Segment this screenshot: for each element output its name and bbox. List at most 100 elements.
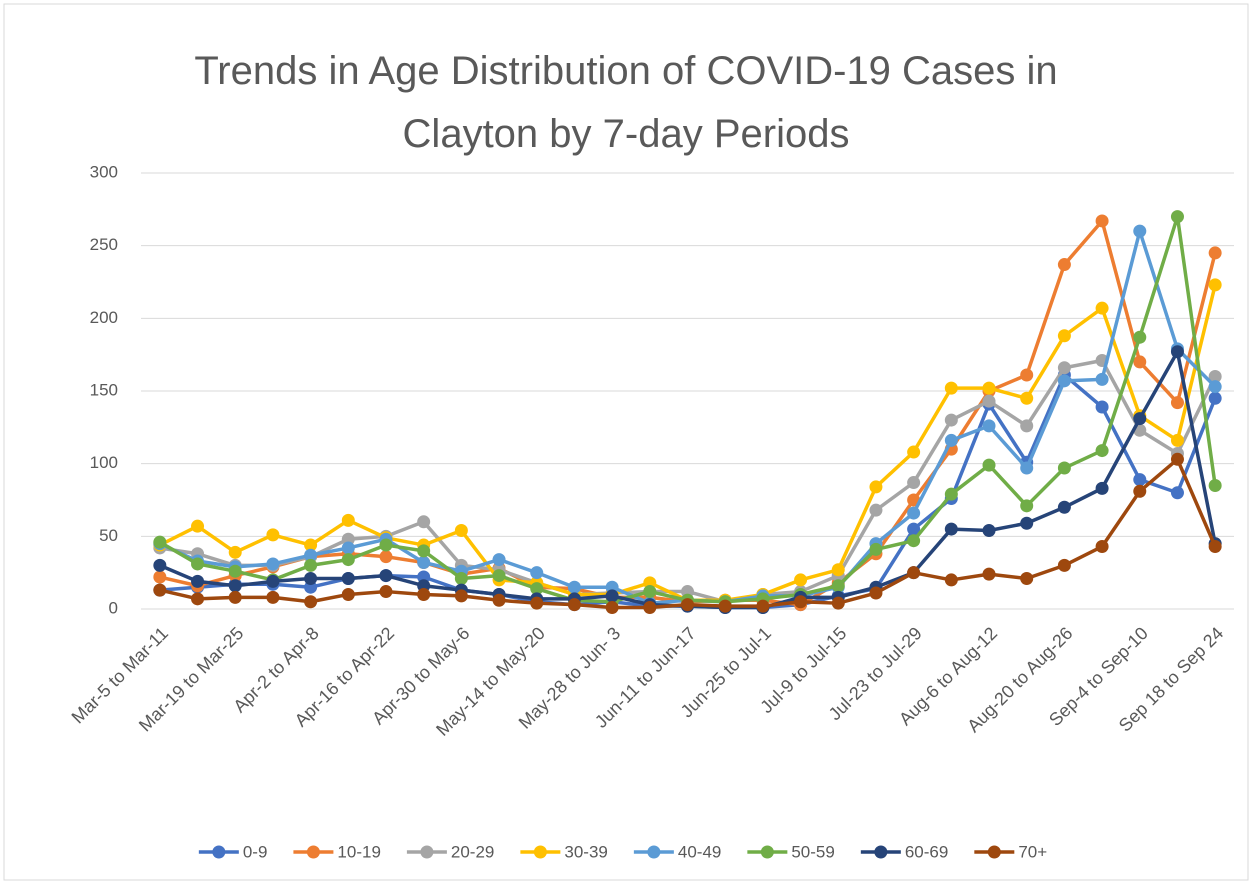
data-point xyxy=(153,558,167,572)
data-point xyxy=(831,579,845,593)
data-point xyxy=(1208,391,1222,405)
data-point xyxy=(907,522,921,536)
data-point xyxy=(944,413,958,427)
data-point xyxy=(417,515,431,529)
data-point xyxy=(304,538,318,552)
data-point xyxy=(379,569,393,583)
data-point xyxy=(1133,473,1147,487)
legend-marker xyxy=(420,845,434,859)
data-point xyxy=(153,583,167,597)
data-point xyxy=(191,519,205,533)
y-tick-label: 200 xyxy=(90,308,118,327)
data-point xyxy=(341,553,355,567)
y-tick-label: 250 xyxy=(90,235,118,254)
data-point xyxy=(869,503,883,517)
data-point xyxy=(341,587,355,601)
data-point xyxy=(1208,278,1222,292)
data-point xyxy=(982,394,996,408)
data-point xyxy=(567,580,581,594)
data-point xyxy=(1133,412,1147,426)
legend-marker xyxy=(874,845,888,859)
data-point xyxy=(794,595,808,609)
data-point xyxy=(153,535,167,549)
data-point xyxy=(1095,214,1109,228)
data-point xyxy=(1133,330,1147,344)
data-point xyxy=(1057,258,1071,272)
legend-marker xyxy=(647,845,661,859)
data-point xyxy=(1208,246,1222,260)
data-point xyxy=(794,573,808,587)
data-point xyxy=(869,542,883,556)
legend-label: 60-69 xyxy=(905,842,948,861)
data-point xyxy=(1133,484,1147,498)
data-point xyxy=(605,601,619,615)
legend-label: 50-59 xyxy=(791,842,834,861)
y-tick-label: 50 xyxy=(99,526,118,545)
data-point xyxy=(379,550,393,564)
data-point xyxy=(1057,500,1071,514)
data-point xyxy=(831,563,845,577)
data-point xyxy=(530,566,544,580)
data-point xyxy=(643,585,657,599)
data-point xyxy=(454,524,468,538)
data-point xyxy=(1095,301,1109,315)
data-point xyxy=(1020,461,1034,475)
data-point xyxy=(1133,224,1147,238)
legend-item: 40-49 xyxy=(633,842,721,861)
data-point xyxy=(492,553,506,567)
data-point xyxy=(1133,355,1147,369)
y-tick-label: 150 xyxy=(90,380,118,399)
data-point xyxy=(191,592,205,606)
legend-label: 40-49 xyxy=(678,842,721,861)
legend-marker xyxy=(533,845,547,859)
data-point xyxy=(944,522,958,536)
data-point xyxy=(718,599,732,613)
data-point xyxy=(1020,368,1034,382)
data-point xyxy=(944,433,958,447)
data-point xyxy=(907,506,921,520)
data-point xyxy=(982,381,996,395)
data-point xyxy=(1208,380,1222,394)
data-point xyxy=(643,601,657,615)
data-point xyxy=(907,445,921,459)
data-point xyxy=(869,480,883,494)
y-tick-label: 0 xyxy=(109,598,118,617)
data-point xyxy=(944,381,958,395)
data-point xyxy=(266,590,280,604)
data-point xyxy=(1095,444,1109,458)
data-point xyxy=(454,571,468,585)
legend-label: 20-29 xyxy=(451,842,494,861)
data-point xyxy=(1208,478,1222,492)
data-point xyxy=(341,571,355,585)
legend-marker xyxy=(987,845,1001,859)
data-point xyxy=(492,593,506,607)
data-point xyxy=(417,555,431,569)
data-point xyxy=(153,570,167,584)
data-point xyxy=(266,574,280,588)
data-point xyxy=(1020,419,1034,433)
data-point xyxy=(1057,461,1071,475)
legend-label: 10-19 xyxy=(337,842,380,861)
y-tick-label: 100 xyxy=(90,453,118,472)
data-point xyxy=(869,586,883,600)
data-point xyxy=(341,541,355,555)
data-point xyxy=(982,458,996,472)
legend-item: 10-19 xyxy=(293,842,381,861)
data-point xyxy=(605,589,619,603)
data-point xyxy=(907,476,921,490)
legend-item: 0-9 xyxy=(198,842,267,861)
data-point xyxy=(266,557,280,571)
data-point xyxy=(304,558,318,572)
data-point xyxy=(228,545,242,559)
data-point xyxy=(304,595,318,609)
data-point xyxy=(530,596,544,610)
data-point xyxy=(982,524,996,538)
data-point xyxy=(228,579,242,593)
data-point xyxy=(1208,540,1222,554)
data-point xyxy=(1057,374,1071,388)
data-point xyxy=(681,598,694,612)
data-point xyxy=(1057,361,1071,375)
data-point xyxy=(1095,372,1109,386)
data-point xyxy=(266,528,280,542)
